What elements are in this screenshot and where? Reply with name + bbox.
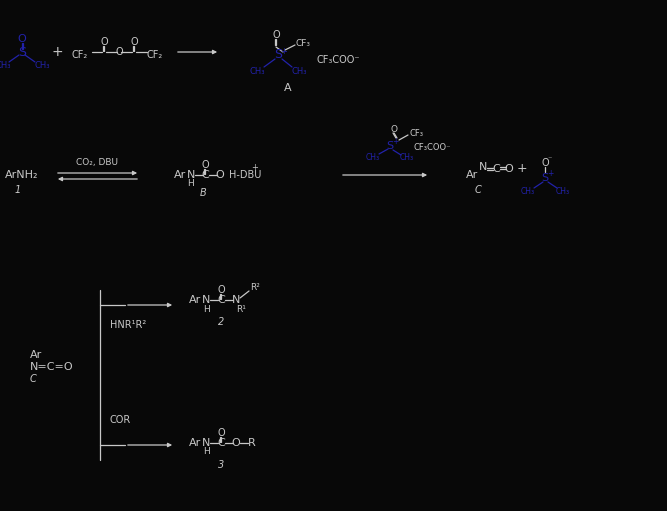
Text: +: +: [51, 45, 63, 59]
Text: CH₃: CH₃: [366, 152, 380, 161]
Text: CF₃: CF₃: [409, 128, 423, 137]
Text: CF₂: CF₂: [72, 50, 88, 60]
Text: Ar: Ar: [174, 170, 186, 180]
Text: A: A: [284, 83, 292, 93]
Text: O: O: [17, 34, 27, 44]
Text: C: C: [492, 164, 500, 174]
Text: N: N: [202, 438, 210, 448]
Text: CH₃: CH₃: [34, 60, 50, 69]
Text: Ar: Ar: [466, 170, 478, 180]
Text: R¹: R¹: [236, 306, 246, 314]
Text: N: N: [187, 170, 195, 180]
Text: O: O: [201, 160, 209, 170]
Text: O: O: [390, 126, 398, 134]
Text: CF₃COO⁻: CF₃COO⁻: [414, 144, 451, 152]
Text: +: +: [547, 170, 553, 178]
Text: +: +: [251, 162, 258, 172]
Text: H: H: [203, 448, 209, 456]
Text: ArNH₂: ArNH₂: [5, 170, 39, 180]
Text: O: O: [217, 285, 225, 295]
Text: CH₃: CH₃: [400, 153, 414, 162]
Text: B: B: [199, 188, 206, 198]
Text: N: N: [232, 295, 240, 305]
Text: H-DBU: H-DBU: [229, 170, 261, 180]
Text: +: +: [281, 47, 287, 56]
Text: CH₃: CH₃: [291, 66, 307, 76]
Text: O: O: [217, 428, 225, 438]
Text: H: H: [187, 179, 194, 189]
Text: S: S: [542, 173, 548, 183]
Text: CH₃: CH₃: [556, 187, 570, 196]
Text: N: N: [479, 162, 487, 172]
Text: +: +: [392, 137, 398, 147]
Text: S: S: [18, 45, 26, 58]
Text: C: C: [30, 374, 37, 384]
Text: S: S: [274, 49, 282, 61]
Text: C: C: [217, 295, 225, 305]
Text: R²: R²: [250, 284, 260, 292]
Text: CH₃: CH₃: [0, 60, 11, 69]
Text: CF₃COO⁻: CF₃COO⁻: [316, 55, 360, 65]
Text: Ar: Ar: [189, 295, 201, 305]
Text: CO₂, DBU: CO₂, DBU: [76, 158, 118, 168]
Text: H: H: [203, 305, 209, 314]
Text: ⁻: ⁻: [548, 154, 552, 164]
Text: 2: 2: [218, 317, 224, 327]
Text: C: C: [475, 185, 482, 195]
Text: CH₃: CH₃: [521, 187, 535, 196]
Text: N=C=O: N=C=O: [30, 362, 73, 372]
Text: O: O: [541, 158, 549, 168]
Text: C: C: [201, 170, 209, 180]
Text: Ar: Ar: [30, 350, 42, 360]
Text: O: O: [215, 170, 224, 180]
Text: CF₂: CF₂: [147, 50, 163, 60]
Text: O: O: [100, 37, 108, 47]
Text: O: O: [130, 37, 138, 47]
Text: C: C: [217, 438, 225, 448]
Text: R: R: [248, 438, 256, 448]
Text: 3: 3: [218, 460, 224, 470]
Text: HNR¹R²: HNR¹R²: [110, 320, 146, 330]
Text: O: O: [505, 164, 514, 174]
Text: O: O: [231, 438, 240, 448]
Text: +: +: [517, 162, 528, 175]
Text: Ar: Ar: [189, 438, 201, 448]
Text: 1: 1: [15, 185, 21, 195]
Text: O: O: [272, 30, 280, 40]
Text: CF₃: CF₃: [295, 38, 311, 48]
Text: CH₃: CH₃: [249, 66, 265, 76]
Text: O: O: [115, 47, 123, 57]
Text: N: N: [202, 295, 210, 305]
Text: COR: COR: [110, 415, 131, 425]
Text: S: S: [386, 141, 394, 151]
